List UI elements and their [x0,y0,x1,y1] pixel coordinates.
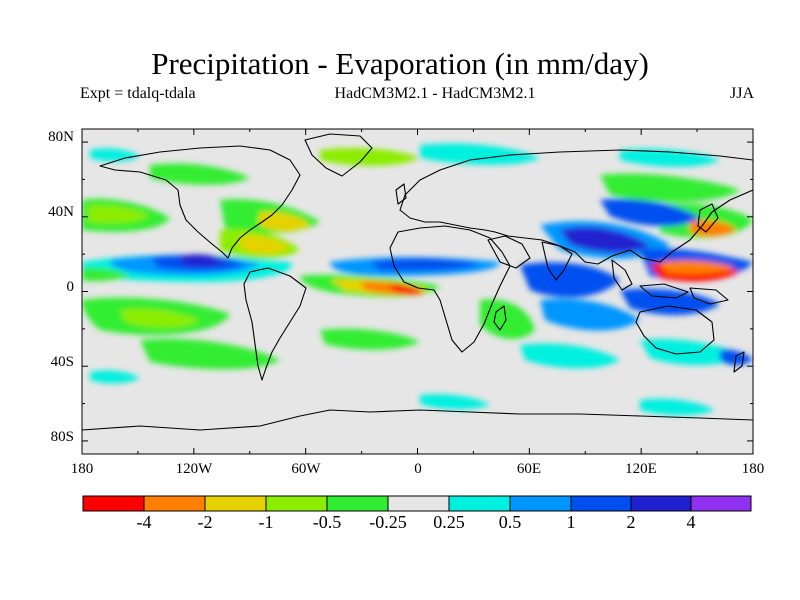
lat-tick-80n: 80N [48,129,74,145]
colorbar-swatch [205,496,266,511]
colorbar-label: -2 [198,512,213,532]
colorbar-swatch [571,496,631,511]
experiment-label: Expt = tdalq-tdala [80,85,196,102]
lat-tick-80s: 80S [51,429,74,445]
lon-tick-180w: 180 [71,461,94,477]
lon-tick-60e: 60E [517,461,541,477]
colorbar: -4 -2 -1 -0.5 -0.25 0.25 0.5 1 2 4 [82,495,752,532]
lon-tick-60w: 60W [291,461,321,477]
coastlines [82,133,753,431]
map-title: Precipitation - Evaporation (in mm/day) [151,46,649,81]
colorbar-swatch [691,496,751,511]
colorbar-label: 4 [687,512,696,532]
lon-tick-180e: 180 [742,461,765,477]
colorbar-label: -0.25 [369,512,407,532]
lon-tick-120w: 120W [176,461,214,477]
colorbar-label: -1 [259,512,274,532]
lat-tick-0: 0 [67,279,75,295]
colorbar-label: -0.5 [313,512,342,532]
colorbar-label: 1 [567,512,576,532]
colorbar-label: -4 [137,512,152,532]
season-label: JJA [729,85,754,102]
lat-tick-40s: 40S [51,354,74,370]
lat-tick-40n: 40N [48,204,74,220]
colorbar-swatch [388,496,449,511]
tick-marks [81,129,754,454]
colorbar-outline [82,495,752,512]
colorbar-swatch [327,496,388,511]
colorbar-swatch [631,496,691,511]
colorbar-label: 0.25 [433,512,465,532]
colorbar-label: 2 [627,512,636,532]
colorbar-swatch [83,496,144,511]
colorbar-swatch [449,496,510,511]
lon-tick-0: 0 [414,461,422,477]
colorbar-swatch [144,496,205,511]
lon-tick-120e: 120E [625,461,657,477]
colorbar-label: 0.5 [499,512,522,532]
colorbar-swatch [266,496,327,511]
models-label: HadCM3M2.1 - HadCM3M2.1 [334,85,536,102]
colorbar-swatch [510,496,571,511]
